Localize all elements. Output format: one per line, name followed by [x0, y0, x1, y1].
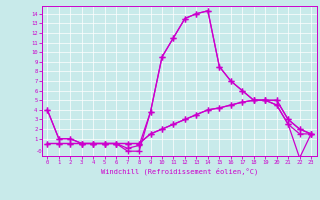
X-axis label: Windchill (Refroidissement éolien,°C): Windchill (Refroidissement éolien,°C) — [100, 168, 258, 175]
Text: -0: -0 — [35, 149, 42, 154]
